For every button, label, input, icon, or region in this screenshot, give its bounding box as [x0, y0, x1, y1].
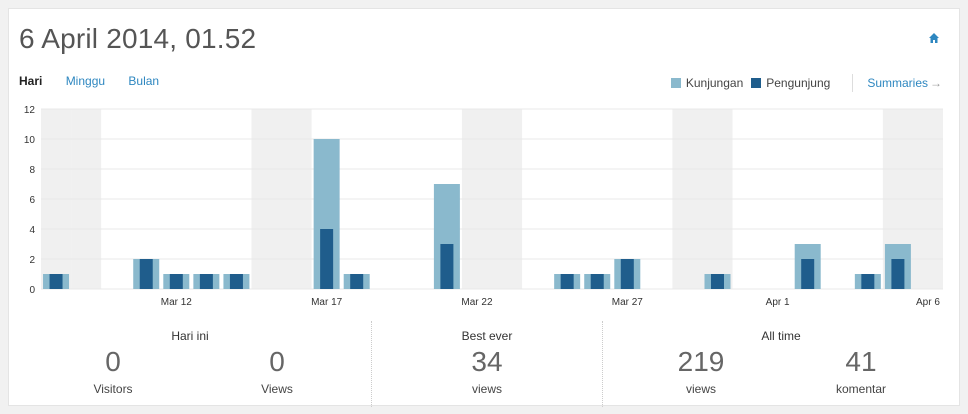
- legend-item-pengunjung: Pengunjung: [751, 76, 830, 90]
- stats-alltime-heading: All time: [761, 329, 801, 343]
- legend-divider: [852, 74, 854, 92]
- y-tick-label: 2: [29, 255, 35, 266]
- stat-value: 0: [269, 346, 285, 377]
- stat-value: 219: [677, 346, 725, 377]
- bar-pengunjung: [440, 244, 454, 289]
- visits-bar-chart: 0 2 4 6 8 10 12 Mar 12 Mar 17 Mar 22 Mar 27 Apr 1 Ap…: [24, 105, 943, 308]
- stat-alltime-views: 219 views: [641, 346, 761, 396]
- tab-minggu[interactable]: Minggu: [65, 74, 106, 88]
- legend-swatch-kunjungan: [670, 78, 681, 88]
- stats-best-ever: Best ever 34 views: [371, 321, 603, 407]
- y-tick-label: 4: [29, 225, 35, 236]
- stat-views-today: 0 Views: [217, 346, 337, 396]
- stat-label: komentar: [835, 382, 887, 396]
- stat-visitors-today: 0 Visitors: [53, 346, 173, 396]
- chart-legend: Kunjungan Pengunjung Summaries →: [670, 74, 942, 92]
- stat-alltime-comments: 41 komentar: [801, 346, 921, 396]
- summary-stats: Hari ini 0 Visitors 0 Views Best ever 34…: [9, 321, 961, 407]
- stats-panel: 6 April 2014, 01.52 Hari Minggu Bulan Ku…: [8, 8, 961, 407]
- stat-value: 0: [105, 346, 121, 377]
- period-tabs: Hari Minggu Bulan: [19, 74, 179, 88]
- bar-pengunjung: [229, 274, 243, 289]
- stat-label: Views: [261, 382, 293, 396]
- x-tick-label: Mar 22: [461, 297, 493, 308]
- stats-today: Hari ini 0 Visitors 0 Views: [9, 321, 371, 407]
- y-tick-label: 6: [29, 195, 35, 206]
- legend-swatch-pengunjung: [751, 78, 762, 88]
- stat-value: 34: [471, 346, 503, 377]
- bar-pengunjung: [320, 229, 334, 289]
- stat-label: views: [471, 382, 502, 396]
- page-title: 6 April 2014, 01.52: [19, 23, 257, 54]
- bar-pengunjung: [169, 274, 183, 289]
- tab-hari[interactable]: Hari: [19, 74, 43, 88]
- y-tick-label: 10: [24, 135, 36, 146]
- stats-all-time: All time 219 views 41 komentar: [601, 321, 961, 407]
- stats-today-heading: Hari ini: [171, 329, 209, 343]
- bar-pengunjung: [139, 259, 153, 289]
- arrow-right-icon: →: [930, 76, 942, 90]
- bar-pengunjung: [711, 274, 724, 289]
- bar-pengunjung: [199, 274, 213, 289]
- y-tick-label: 0: [29, 285, 35, 296]
- bar-pengunjung: [49, 274, 63, 289]
- y-tick-label: 12: [24, 105, 36, 116]
- summaries-label: Summaries: [867, 76, 928, 90]
- summaries-link[interactable]: Summaries →: [867, 76, 942, 90]
- stat-label: Visitors: [93, 382, 133, 396]
- bar-pengunjung: [891, 259, 905, 289]
- stat-value: 41: [845, 346, 877, 377]
- bar-pengunjung: [590, 274, 604, 289]
- bar-pengunjung: [620, 259, 634, 289]
- bar-pengunjung: [801, 259, 815, 289]
- y-tick-label: 8: [29, 165, 35, 176]
- bar-pengunjung: [560, 274, 574, 289]
- x-tick-label: Apr 6: [916, 297, 940, 308]
- tab-bulan[interactable]: Bulan: [128, 74, 160, 88]
- stat-label: views: [685, 382, 716, 396]
- legend-label-kunjungan: Kunjungan: [685, 76, 744, 90]
- legend-item-kunjungan: Kunjungan: [670, 76, 744, 90]
- x-tick-label: Apr 1: [766, 297, 790, 308]
- x-tick-label: Mar 12: [161, 297, 193, 308]
- home-icon[interactable]: [928, 32, 940, 44]
- stats-best-heading: Best ever: [461, 329, 513, 343]
- stat-best-views: 34 views: [427, 346, 547, 396]
- bar-pengunjung: [861, 274, 875, 289]
- legend-label-pengunjung: Pengunjung: [766, 76, 831, 90]
- x-tick-label: Mar 27: [612, 297, 644, 308]
- bar-pengunjung: [350, 274, 364, 289]
- x-tick-label: Mar 17: [311, 297, 343, 308]
